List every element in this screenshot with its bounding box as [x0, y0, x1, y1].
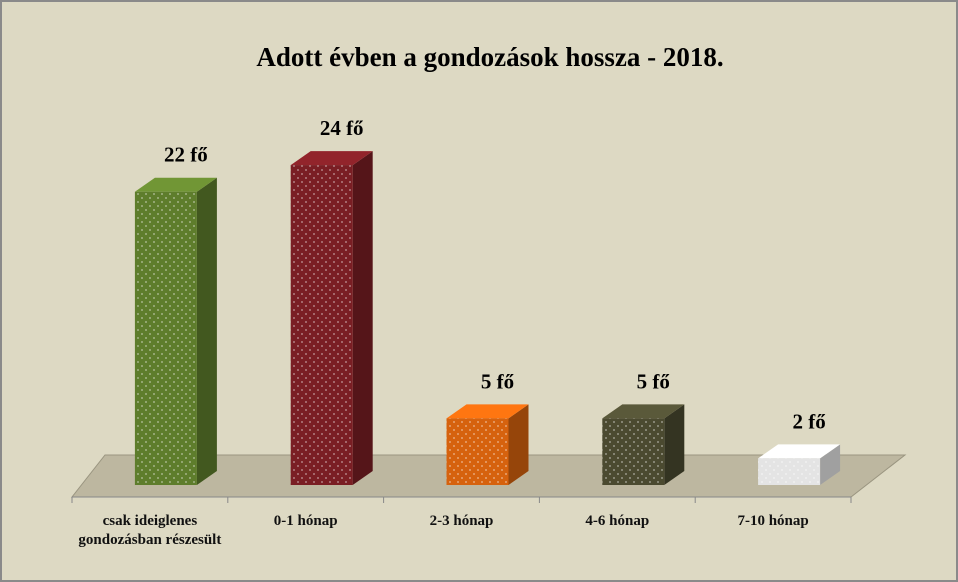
x-tick-label: 0-1 hónap [273, 513, 338, 529]
value-label: 5 fő [481, 369, 514, 393]
x-tick-label: 4-6 hónap [585, 513, 650, 529]
value-label: 24 fő [320, 116, 364, 140]
bar-top [602, 404, 685, 419]
bar-top [134, 177, 217, 192]
chart-title: Adott évben a gondozások hossza - 2018. [256, 42, 723, 72]
bar-side [352, 151, 373, 485]
bar-side [820, 444, 841, 485]
x-tick-label: csak ideiglenes gondozásban részesült [78, 513, 222, 548]
bar-top [446, 404, 529, 419]
bar-side [664, 404, 685, 485]
x-tick-label: 2-3 hónap [429, 513, 494, 529]
value-label: 5 fő [637, 369, 670, 393]
bar-texture [758, 458, 821, 485]
bar-side [196, 177, 217, 486]
bar-top [290, 151, 373, 166]
bar-texture [290, 165, 353, 485]
value-label: 22 fő [164, 143, 208, 167]
bar-side [508, 404, 529, 485]
bar-texture [134, 191, 197, 486]
bar-texture [602, 418, 665, 485]
bar-top [758, 444, 841, 459]
x-tick-label: 7-10 hónap [737, 513, 809, 529]
value-label: 2 fő [792, 409, 825, 433]
bar-texture [446, 418, 509, 485]
